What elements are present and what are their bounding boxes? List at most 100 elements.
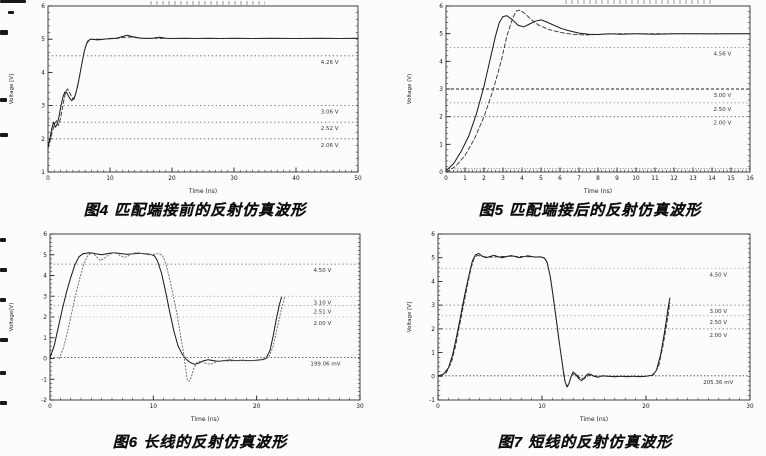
- svg-text:0: 0: [46, 176, 50, 182]
- figure5-caption: 图5 匹配端接后的反射仿真波形: [478, 202, 702, 219]
- scan-smudge: [565, 0, 715, 4]
- scan-artifact: [0, 371, 6, 375]
- svg-text:Time (ns): Time (ns): [579, 416, 608, 423]
- svg-text:6: 6: [431, 232, 435, 238]
- scan-artifact: [0, 268, 7, 272]
- figure4-plot: 0 10 20 30 40 50 1 2 3 4 5 6 4.26 V 3.06 V 2.52 V 2.06 …: [9, 4, 362, 195]
- svg-text:30: 30: [356, 404, 364, 410]
- svg-text:20: 20: [642, 404, 650, 410]
- svg-text:5: 5: [41, 37, 45, 43]
- figure4-panel: 0 10 20 30 40 50 1 2 3 4 5 6 4.26 V 3.06 V 2.52 V 2.06 …: [6, 2, 370, 201]
- svg-text:199.06 mV: 199.06 mV: [310, 361, 340, 367]
- svg-text:2.50 V: 2.50 V: [714, 107, 732, 113]
- svg-text:8: 8: [596, 176, 600, 182]
- svg-text:3.10 V: 3.10 V: [314, 300, 332, 306]
- svg-text:2.51 V: 2.51 V: [314, 310, 332, 316]
- svg-text:30: 30: [746, 404, 754, 410]
- svg-text:3.06 V: 3.06 V: [321, 110, 339, 116]
- scan-smudge: [150, 1, 265, 5]
- svg-text:2.00 V: 2.00 V: [314, 321, 332, 327]
- scan-artifact: [0, 298, 6, 302]
- figure5-panel: 0 1 2 3 4 5 6 7 8 9 10 11 12 13 14 15 16 0 1 2 3 4 5 6 4.56 V 3.0…: [404, 2, 764, 201]
- scan-artifact: [0, 0, 26, 3]
- svg-text:3: 3: [501, 176, 505, 182]
- scan-artifact: [0, 401, 7, 405]
- svg-text:20: 20: [168, 176, 176, 182]
- svg-text:14: 14: [708, 176, 716, 182]
- svg-text:4.56 V: 4.56 V: [714, 52, 732, 58]
- svg-text:11: 11: [651, 176, 659, 182]
- scan-artifact: [8, 11, 14, 14]
- svg-text:9: 9: [615, 176, 619, 182]
- svg-text:3.00 V: 3.00 V: [714, 93, 732, 99]
- scan-artifact: [0, 30, 8, 35]
- svg-text:10: 10: [106, 176, 114, 182]
- svg-text:6: 6: [558, 176, 562, 182]
- svg-text:205.36 mV: 205.36 mV: [703, 380, 733, 386]
- svg-text:4: 4: [43, 274, 47, 280]
- svg-text:0: 0: [48, 404, 52, 410]
- svg-text:0: 0: [436, 404, 440, 410]
- svg-text:-2: -2: [41, 398, 47, 404]
- svg-text:2.52 V: 2.52 V: [321, 126, 339, 132]
- svg-text:Time (ns): Time (ns): [188, 188, 217, 195]
- svg-text:1: 1: [439, 142, 443, 148]
- svg-text:Voltage(V): Voltage(V): [9, 303, 15, 332]
- svg-text:5: 5: [439, 32, 443, 38]
- svg-text:2: 2: [482, 176, 486, 182]
- figure6-caption: 图6 长线的反射仿真波形: [112, 434, 288, 451]
- svg-text:5: 5: [539, 176, 543, 182]
- svg-text:40: 40: [292, 176, 300, 182]
- svg-text:1: 1: [431, 351, 435, 357]
- scan-artifact: [0, 133, 8, 137]
- svg-text:2: 2: [41, 137, 45, 143]
- svg-text:Time (ns): Time (ns): [190, 416, 219, 423]
- svg-text:7: 7: [577, 176, 581, 182]
- svg-text:20: 20: [253, 404, 261, 410]
- svg-text:0: 0: [439, 170, 443, 176]
- svg-text:10: 10: [150, 404, 158, 410]
- svg-text:5: 5: [43, 253, 47, 259]
- svg-text:3.00 V: 3.00 V: [709, 309, 727, 315]
- svg-text:Voltage (V): Voltage (V): [407, 74, 413, 104]
- svg-text:4: 4: [520, 176, 524, 182]
- svg-text:3: 3: [41, 104, 45, 110]
- svg-text:1: 1: [463, 176, 467, 182]
- svg-text:4: 4: [439, 59, 443, 65]
- svg-text:3: 3: [43, 294, 47, 300]
- svg-text:2.00 V: 2.00 V: [714, 121, 732, 127]
- svg-text:2.50 V: 2.50 V: [709, 320, 727, 326]
- svg-text:10: 10: [538, 404, 546, 410]
- figure7-panel: 0 10 20 30 -1 0 1 2 3 4 5 6 4.50 V 3.00 V 2.50 V 2.00 V…: [404, 230, 764, 429]
- svg-text:3: 3: [439, 87, 443, 93]
- svg-text:-1: -1: [429, 398, 435, 404]
- figure7-caption: 图7 短线的反射仿真波形: [497, 434, 673, 451]
- svg-text:1: 1: [41, 170, 45, 176]
- svg-text:0: 0: [444, 176, 448, 182]
- svg-text:13: 13: [689, 176, 697, 182]
- svg-text:15: 15: [727, 176, 735, 182]
- svg-text:10: 10: [632, 176, 640, 182]
- scan-artifact: [0, 98, 7, 102]
- svg-text:5: 5: [431, 256, 435, 262]
- svg-text:6: 6: [439, 4, 443, 10]
- scan-artifact: [0, 338, 8, 342]
- scan-artifact: [0, 238, 6, 242]
- svg-text:Time (ns): Time (ns): [583, 188, 612, 195]
- svg-text:2.06 V: 2.06 V: [321, 143, 339, 149]
- svg-text:-1: -1: [41, 377, 47, 383]
- svg-text:4.50 V: 4.50 V: [314, 268, 332, 274]
- svg-text:2: 2: [43, 315, 47, 321]
- svg-text:1: 1: [43, 336, 47, 342]
- svg-text:30: 30: [230, 176, 238, 182]
- svg-text:4: 4: [431, 279, 435, 285]
- figure4-caption: 图4 匹配端接前的反射仿真波形: [83, 202, 307, 219]
- svg-text:0: 0: [43, 357, 47, 363]
- figure6-panel: 0 10 20 30 -2 -1 0 1 2 3 4 5 6 4.50 V 3.10 V 2.51 V 2.00…: [6, 230, 370, 429]
- svg-text:4.26 V: 4.26 V: [321, 60, 339, 66]
- svg-text:2: 2: [431, 327, 435, 333]
- svg-text:6: 6: [41, 4, 45, 10]
